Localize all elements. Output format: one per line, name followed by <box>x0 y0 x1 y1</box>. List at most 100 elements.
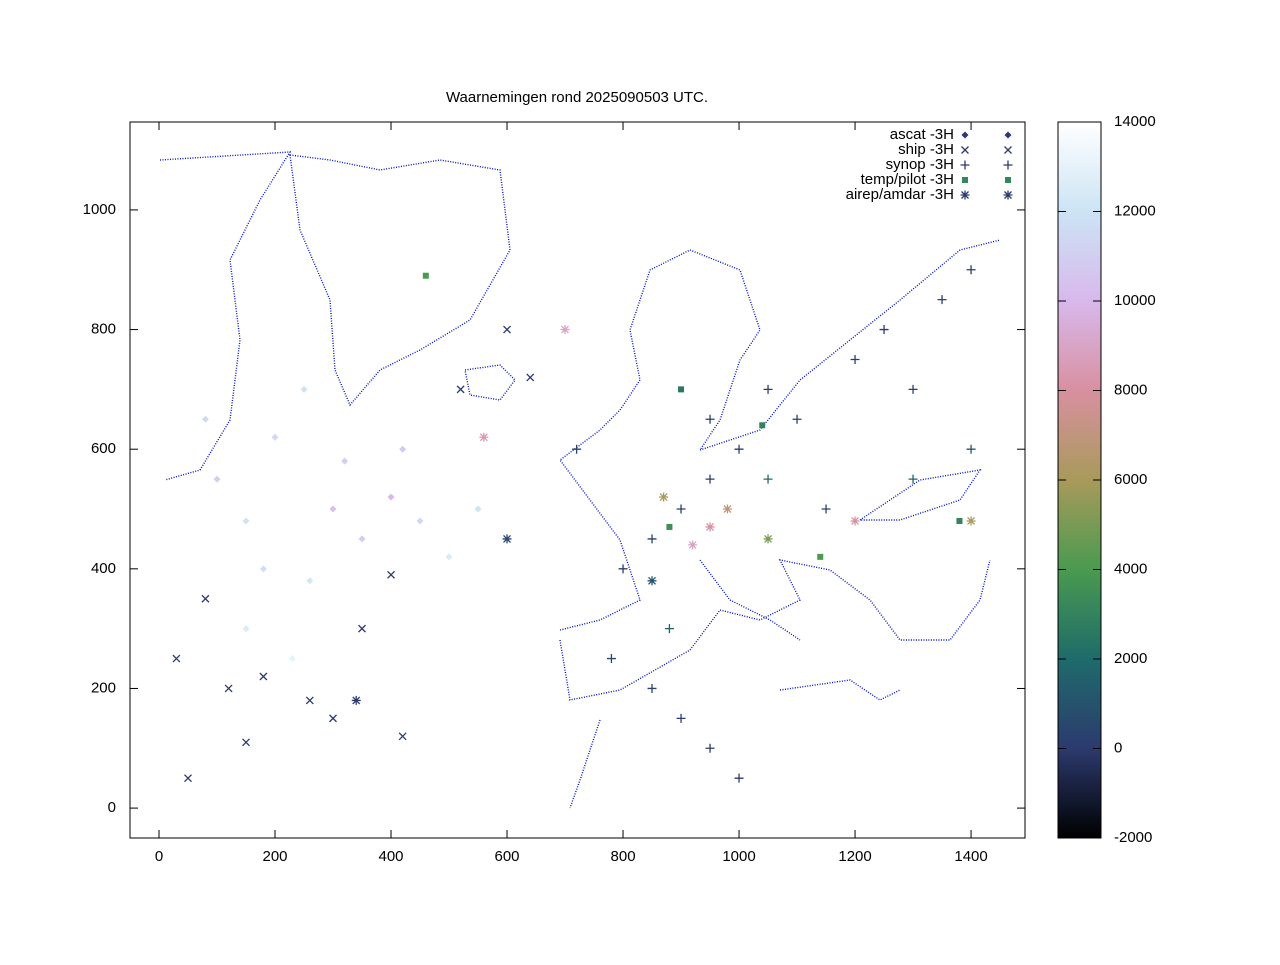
plus <box>676 504 686 514</box>
x-tick-label: 800 <box>611 848 636 865</box>
plus <box>1003 160 1013 170</box>
plot-frame <box>129 121 1026 839</box>
x <box>358 624 366 633</box>
point <box>960 190 970 200</box>
plus <box>908 384 918 394</box>
point <box>659 492 669 502</box>
asterisk <box>351 695 361 705</box>
y-tick-label: 800 <box>91 321 116 338</box>
legend-label: synop -3H <box>886 156 954 173</box>
asterisk <box>1003 190 1013 200</box>
point <box>763 384 773 394</box>
y-tick-label: 1000 <box>83 201 116 218</box>
point <box>387 570 395 579</box>
colorbar-tick-label: 2000 <box>1114 650 1147 667</box>
plus <box>618 564 628 574</box>
plus <box>879 325 889 335</box>
point <box>966 444 976 454</box>
x <box>184 774 192 783</box>
point <box>763 474 773 484</box>
point <box>763 534 773 544</box>
point <box>1004 131 1012 139</box>
asterisk <box>960 190 970 200</box>
colorbar-tick-label: -2000 <box>1114 829 1152 846</box>
y-tick-label: 400 <box>91 560 116 577</box>
point <box>503 325 511 334</box>
point <box>850 516 860 526</box>
diamond <box>306 577 314 585</box>
point <box>966 516 976 526</box>
x <box>526 373 535 382</box>
asterisk <box>705 522 715 532</box>
diamond <box>259 565 267 573</box>
colorbar-tick-label: 12000 <box>1114 202 1156 219</box>
legend-label: ship -3H <box>898 141 954 158</box>
point <box>908 474 918 484</box>
diamond <box>242 517 250 525</box>
point <box>242 517 250 525</box>
diamond <box>329 505 337 513</box>
point <box>387 493 395 501</box>
plus <box>734 444 744 454</box>
y-tick-label: 0 <box>108 799 116 816</box>
point <box>351 695 361 705</box>
y-tick-label: 200 <box>91 679 116 696</box>
diamond <box>387 493 395 501</box>
point <box>606 654 616 664</box>
point <box>201 415 209 423</box>
plus <box>647 683 657 693</box>
point <box>759 422 766 429</box>
point <box>300 385 308 393</box>
point <box>879 325 889 335</box>
point <box>666 523 673 530</box>
diamond <box>1004 131 1012 139</box>
point <box>526 373 535 382</box>
point <box>618 564 628 574</box>
point <box>734 444 744 454</box>
x <box>503 325 511 334</box>
point <box>705 743 715 753</box>
point <box>850 354 860 364</box>
point <box>705 474 715 484</box>
x <box>1004 146 1012 154</box>
diamond <box>300 385 308 393</box>
square <box>666 523 673 530</box>
plus <box>937 295 947 305</box>
point <box>271 433 279 441</box>
point <box>572 444 582 454</box>
point <box>329 505 337 513</box>
asterisk <box>659 492 669 502</box>
diamond <box>399 445 407 453</box>
asterisk <box>966 516 976 526</box>
point <box>961 146 969 154</box>
diamond <box>242 625 250 633</box>
x-tick-label: 0 <box>155 848 163 865</box>
legend-label: airep/amdar -3H <box>846 186 954 203</box>
point <box>502 534 512 544</box>
diamond <box>341 457 349 465</box>
plus <box>705 743 715 753</box>
plus <box>734 773 744 783</box>
x <box>398 732 407 741</box>
point <box>722 504 732 514</box>
x <box>305 696 314 705</box>
point <box>688 540 698 550</box>
colorbar-tick-label: 10000 <box>1114 292 1156 309</box>
plus <box>647 534 657 544</box>
x <box>242 738 250 747</box>
plus <box>705 414 715 424</box>
point <box>329 714 337 723</box>
plus <box>664 624 674 634</box>
x <box>387 570 395 579</box>
plus <box>908 474 918 484</box>
point <box>306 577 314 585</box>
plus <box>792 414 802 424</box>
point <box>1003 160 1013 170</box>
point <box>734 773 744 783</box>
square <box>678 386 685 393</box>
point <box>399 445 407 453</box>
square <box>759 422 766 429</box>
plus <box>850 354 860 364</box>
point <box>259 672 268 681</box>
point <box>705 522 715 532</box>
